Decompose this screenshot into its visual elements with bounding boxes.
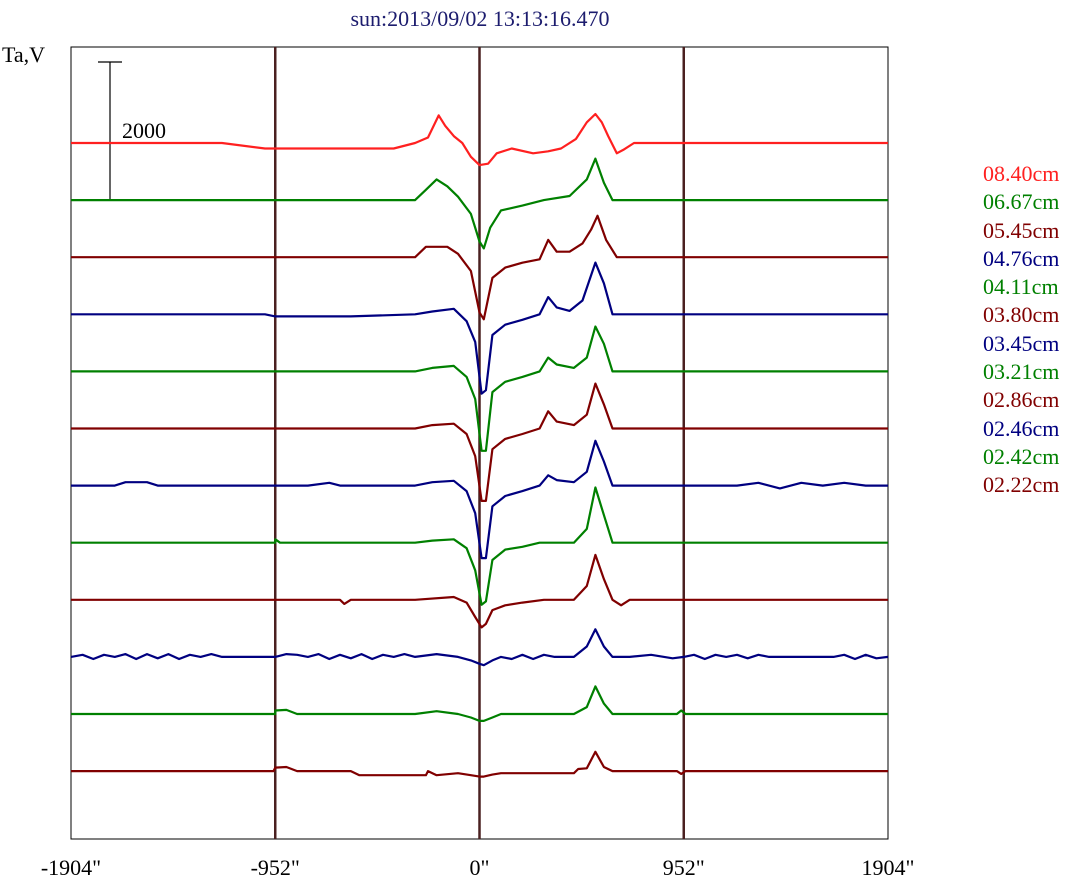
traces (70, 112, 889, 778)
legend-entry: 06.67cm (983, 189, 1060, 215)
chart-title: sun:2013/09/02 13:13:16.470 (350, 6, 610, 31)
legend-entry: 02.42cm (983, 443, 1060, 469)
legend-entry: 02.46cm (983, 415, 1060, 441)
trace-02.86cm (71, 553, 888, 629)
x-tick-label: 952" (662, 855, 705, 880)
x-tick-label: -952" (250, 855, 300, 880)
legend-entry: 02.86cm (983, 387, 1060, 413)
vertical-markers (274, 47, 685, 839)
trace-02.42cm (71, 685, 888, 722)
legend-entry: 03.21cm (983, 359, 1060, 385)
scale-bar-label: 2000 (122, 118, 166, 143)
legend-entry: 03.45cm (983, 330, 1060, 356)
scale-bar: 2000 (98, 61, 166, 201)
trace-03.45cm (71, 439, 888, 560)
legend-entry: 08.40cm (983, 161, 1060, 186)
trace-04.11cm (71, 325, 888, 452)
trace-06.67cm (71, 157, 888, 250)
trace-08.40cm (71, 112, 888, 167)
trace-02.46cm (70, 628, 889, 667)
y-axis-label: Ta,V (2, 42, 46, 67)
x-tick-label: -1904" (40, 855, 102, 880)
trace-04.76cm (71, 261, 888, 395)
trace-05.45cm (71, 214, 888, 321)
legend: 08.40cm 06.67cm 05.45cm 04.76cm 04.11cm 03.80… (983, 160, 1059, 500)
trace-03.21cm (71, 486, 888, 606)
trace-02.22cm (71, 750, 888, 778)
x-tick-label: 0" (469, 855, 490, 880)
legend-entry: 05.45cm (983, 217, 1060, 243)
legend-entry: 02.22cm (983, 472, 1060, 498)
legend-entry: 04.76cm (983, 245, 1060, 271)
x-tick-label: 1904" (861, 855, 915, 880)
legend-entry: 04.11cm (983, 274, 1059, 300)
legend-entry: 03.80cm (983, 302, 1060, 328)
trace-03.80cm (71, 382, 888, 502)
